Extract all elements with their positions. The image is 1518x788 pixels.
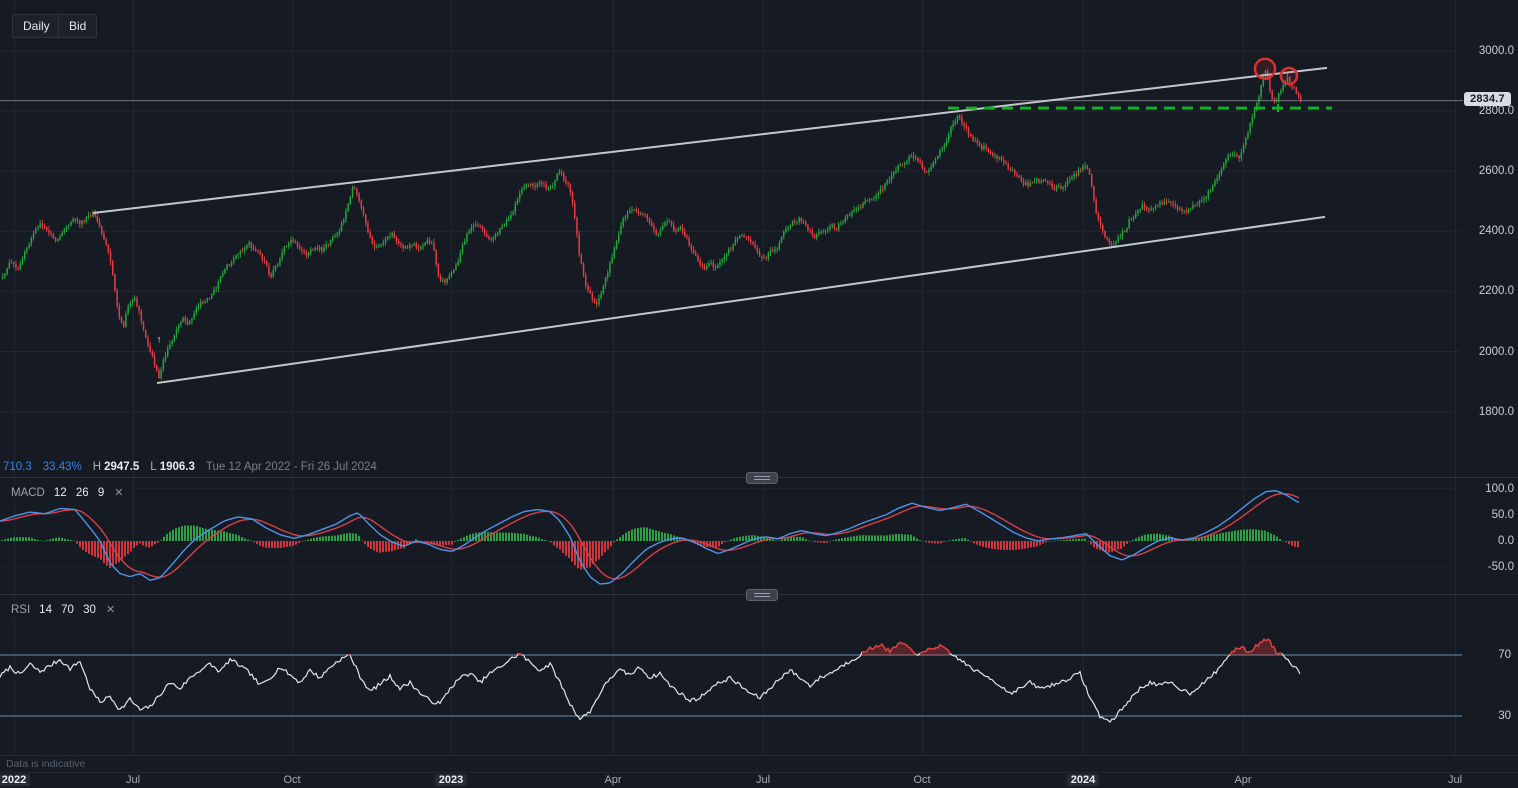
time-axis-year-label: 2023	[434, 774, 468, 786]
time-axis-year-label: 2024	[1066, 774, 1100, 786]
macd-indicator-label: MACD 12 26 9 ✕	[3, 484, 133, 501]
rsi-overbought-segment	[517, 653, 523, 656]
price-tick-label: 2200.0	[1478, 285, 1514, 298]
channel-upper-trendline[interactable]	[92, 66, 1328, 214]
time-axis-month-label: Oct	[283, 774, 301, 786]
period-high: H 2947.5	[92, 461, 140, 473]
rsi-pane[interactable]	[0, 638, 1518, 723]
price-tick-label: 2600.0	[1478, 165, 1514, 178]
rsi-tick-label: 30	[1495, 710, 1514, 722]
price-tick-label: 3000.0	[1478, 45, 1514, 57]
date-range: Tue 12 Apr 2022 - Fri 26 Jul 2024	[205, 461, 377, 473]
top-annotation-circle[interactable]	[1253, 57, 1277, 80]
rsi-name: RSI	[11, 603, 31, 616]
data-indicative-note: Data is indicative	[6, 758, 86, 770]
rsi-indicator-label: RSI 14 70 30 ✕	[3, 601, 125, 618]
time-axis-year-label: 2022	[0, 774, 31, 786]
macd-tick-label: -50.0	[1487, 561, 1514, 574]
channel-lower-trendline[interactable]	[156, 215, 1326, 385]
price-pane[interactable]: ↑	[2, 57, 1332, 385]
macd-name: MACD	[11, 486, 45, 499]
rsi-params: 14 70 30	[39, 603, 96, 616]
pane-resize-handle[interactable]	[746, 589, 778, 601]
pane-resize-handle[interactable]	[746, 472, 778, 484]
gridlines	[0, 0, 1460, 755]
rsi-line	[0, 638, 1301, 723]
price-type-button[interactable]: Bid	[58, 14, 98, 38]
macd-tick-label: 50.0	[1491, 508, 1514, 521]
time-axis-month-label: Jul	[1447, 774, 1463, 786]
rsi-close-icon[interactable]: ✕	[105, 604, 116, 616]
price-tick-label: 2400.0	[1478, 225, 1514, 238]
macd-pane[interactable]	[0, 489, 1300, 585]
instrument-info-row: 710.3 33.43% H 2947.5 L 1906.3 Tue 12 Apr …	[3, 461, 377, 473]
time-axis-month-label: Jul	[755, 774, 771, 786]
current-price-tag: 2834.7	[1464, 92, 1511, 106]
price-tick-label: 1800.0	[1478, 405, 1514, 418]
rsi-tick-label: 70	[1495, 649, 1514, 661]
rsi-overbought-segment	[861, 641, 917, 655]
period-change-value: 710.3	[3, 461, 32, 473]
resistance-midpoint-handle[interactable]	[1274, 104, 1282, 113]
rsi-overbought-segment	[1229, 638, 1283, 656]
time-axis-month-label: Apr	[604, 774, 622, 786]
footer-separator	[0, 755, 1518, 756]
macd-tick-label: 0.0	[1498, 535, 1514, 547]
period-low: L 1906.3	[150, 461, 195, 473]
macd-tick-label: 100.0	[1485, 482, 1514, 495]
period-change-percent: 33.43%	[42, 461, 82, 473]
time-axis[interactable]: 2022 Jul Oct 2023 Apr Jul Oct 2024 Apr Jul	[0, 772, 1518, 788]
time-axis-month-label: Apr	[1234, 774, 1252, 786]
time-axis-month-label: Oct	[913, 774, 931, 786]
price-tick-label: 2800.0	[1478, 105, 1514, 118]
timeframe-button[interactable]: Daily	[12, 14, 61, 38]
candlesticks	[2, 68, 1302, 381]
macd-line	[0, 489, 1300, 585]
macd-histogram	[1, 525, 1299, 570]
rsi-overbought-segment	[919, 643, 951, 654]
arrow-up-marker: ↑	[157, 334, 162, 345]
macd-close-icon[interactable]: ✕	[114, 487, 124, 499]
macd-signal-line	[0, 492, 1300, 580]
price-tick-label: 2000.0	[1478, 345, 1514, 358]
time-axis-month-label: Jul	[125, 774, 141, 786]
top-annotation-circle[interactable]	[1279, 66, 1299, 86]
macd-params: 12 26 9	[53, 486, 105, 499]
